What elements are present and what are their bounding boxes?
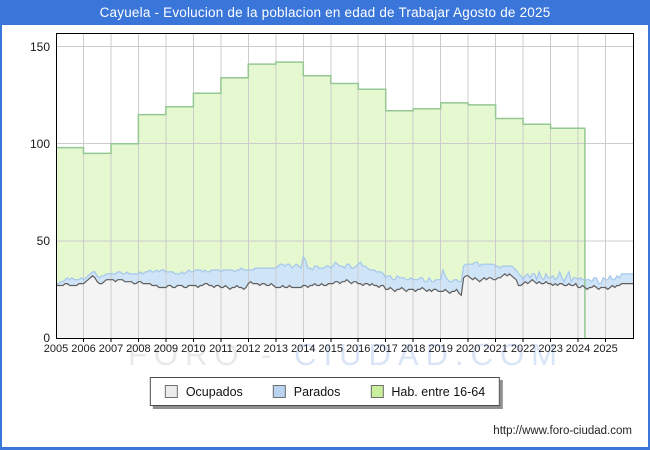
chart-canvas: FORO - CIUDAD.COM 0 50 100 150 2005 2006 2007…: [2, 25, 648, 447]
x-tick-label: 2023: [538, 343, 563, 355]
legend-swatch-hab: [370, 385, 384, 398]
legend-label-ocupados: Ocupados: [185, 384, 243, 399]
legend-swatch-ocupados: [164, 385, 178, 398]
x-tick-label: 2025: [593, 343, 618, 355]
x-tick-label: 2014: [291, 343, 316, 355]
x-tick-label: 2019: [428, 343, 453, 355]
y-tick-label: 0: [43, 331, 50, 345]
title-bar: Cayuela - Evolucion de la poblacion en e…: [0, 0, 650, 25]
legend: Ocupados Parados Hab. entre 16-64: [149, 377, 501, 406]
x-tick-label: 2010: [181, 343, 206, 355]
x-tick-label: 2021: [483, 343, 508, 355]
legend-swatch-parados: [272, 385, 286, 398]
watermark-dash: -: [261, 337, 279, 372]
legend-item-ocupados: Ocupados: [164, 384, 243, 399]
y-tick-label: 100: [29, 136, 50, 151]
legend-item-hab: Hab. entre 16-64: [370, 385, 485, 399]
x-tick-label: 2022: [510, 343, 536, 355]
x-tick-label: 2018: [400, 343, 426, 355]
x-tick-label: 2008: [126, 343, 151, 355]
x-tick-label: 2024: [565, 343, 591, 355]
watermark-foro: FORO: [128, 337, 246, 372]
x-tick-label: 2013: [263, 343, 289, 355]
y-tick-label: 50: [36, 233, 50, 248]
legend-item-parados: Parados: [272, 384, 341, 399]
legend-label-parados: Parados: [293, 384, 341, 399]
watermark: FORO - CIUDAD.COM: [128, 337, 564, 372]
x-tick-label: 2005: [43, 343, 69, 355]
x-tick-label: 2007: [98, 343, 124, 355]
legend-label-hab: Hab. entre 16-64: [391, 384, 486, 399]
x-tick-label: 2009: [153, 343, 179, 355]
x-tick-label: 2020: [455, 343, 481, 355]
x-tick-label: 2006: [71, 343, 96, 355]
watermark-ciudad: CIUDAD.COM: [294, 337, 564, 372]
x-tick-label: 2011: [209, 343, 233, 355]
x-tick-label: 2015: [318, 343, 344, 355]
chart-title: Cayuela - Evolucion de la poblacion en e…: [99, 5, 551, 20]
x-tick-label: 2016: [345, 343, 371, 355]
x-tick-label: 2012: [236, 343, 261, 355]
x-tick-label: 2017: [373, 343, 398, 355]
footer-url[interactable]: http://www.foro-ciudad.com: [493, 425, 632, 437]
y-tick-label: 150: [29, 39, 50, 54]
plot-area: [56, 33, 634, 342]
